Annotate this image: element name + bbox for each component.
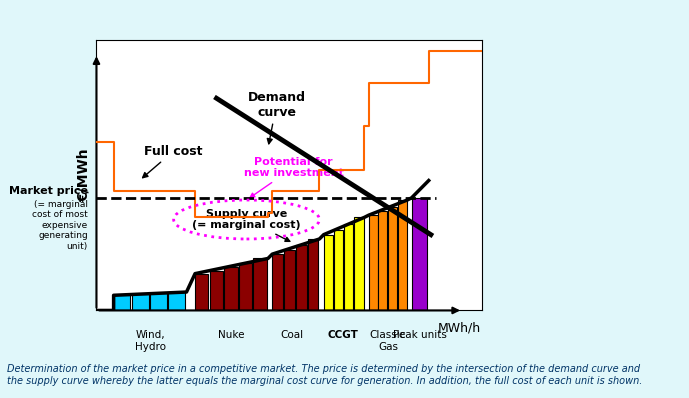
Text: Wind,
Hydro: Wind, Hydro — [134, 330, 165, 351]
Bar — [132, 294, 149, 310]
Bar — [150, 293, 167, 310]
Bar — [114, 295, 130, 310]
Text: Full cost: Full cost — [143, 144, 203, 178]
Text: (= marginal
cost of most
expensive
generating
unit): (= marginal cost of most expensive gener… — [32, 200, 88, 251]
Text: Demand
curve: Demand curve — [247, 91, 305, 144]
Bar — [209, 271, 223, 310]
Bar — [369, 215, 378, 310]
Bar — [239, 263, 252, 310]
Bar — [307, 239, 318, 310]
Text: Determination of the market price in a competitive market. The price is determin: Determination of the market price in a c… — [7, 365, 642, 386]
Bar — [254, 258, 267, 310]
Bar — [354, 217, 364, 310]
Text: Nuke: Nuke — [218, 330, 245, 340]
Bar — [411, 198, 427, 310]
Bar — [168, 292, 185, 310]
Bar — [224, 267, 238, 310]
Text: CCGT: CCGT — [327, 330, 358, 340]
Bar — [398, 200, 407, 310]
Bar — [296, 246, 307, 310]
Bar — [378, 211, 387, 310]
Text: Classic
Gas: Classic Gas — [370, 330, 407, 351]
Bar — [272, 254, 283, 310]
Text: Market price: Market price — [9, 186, 88, 196]
Bar — [344, 224, 353, 310]
Text: Coal: Coal — [280, 330, 303, 340]
Bar — [284, 250, 295, 310]
Bar — [195, 274, 209, 310]
Text: Supply curve
(= marginal cost): Supply curve (= marginal cost) — [192, 209, 301, 241]
Text: Potential for
new investment: Potential for new investment — [244, 156, 344, 197]
Text: Peak units: Peak units — [393, 330, 447, 340]
Bar — [334, 230, 343, 310]
Y-axis label: €/MWh: €/MWh — [77, 148, 91, 202]
Text: MWh/h: MWh/h — [438, 321, 481, 334]
Bar — [324, 235, 333, 310]
Bar — [388, 207, 397, 310]
